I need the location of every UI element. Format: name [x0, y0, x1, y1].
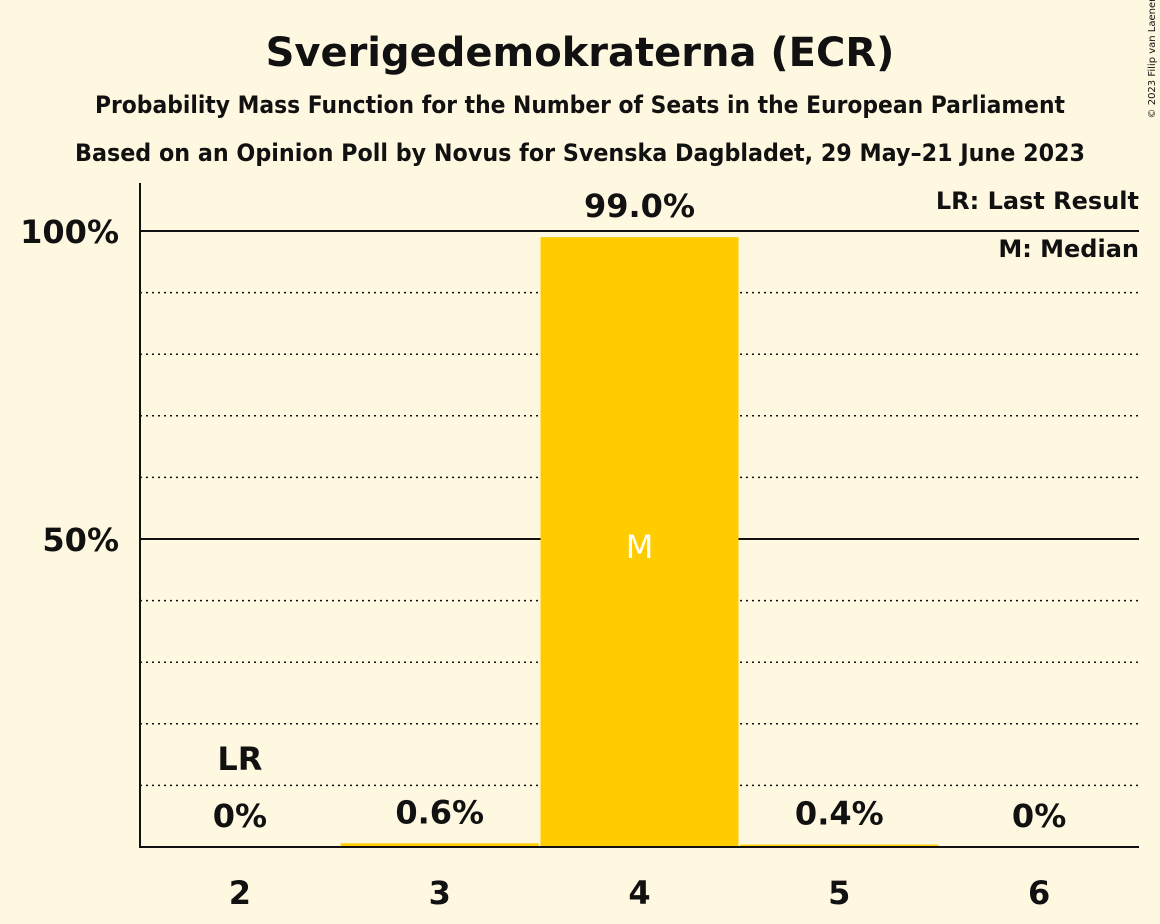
bar-seats-3 — [340, 843, 539, 847]
legend-median: M: Median — [998, 235, 1139, 263]
chart-title: Sverigedemokraterna (ECR) — [266, 30, 895, 76]
x-tick-label-3: 3 — [429, 874, 451, 912]
y-tick-label-50: 50% — [42, 521, 119, 559]
value-label-seats-3: 0.6% — [395, 793, 484, 831]
x-tick-label-2: 2 — [229, 874, 251, 912]
copyright-notice: © 2023 Filip van Laenen — [1147, 0, 1158, 118]
y-tick-label-100: 100% — [20, 213, 119, 251]
axis-layer: 50% 100% 2 3 4 5 6 — [20, 183, 1139, 912]
bar-seats-4 — [540, 237, 739, 847]
last-result-marker: LR — [217, 740, 262, 778]
chart-subtitle: Probability Mass Function for the Number… — [95, 91, 1065, 119]
value-label-seats-4: 99.0% — [584, 187, 695, 225]
x-tick-label-4: 4 — [628, 874, 650, 912]
legend-last-result: LR: Last Result — [936, 187, 1139, 215]
value-label-seats-5: 0.4% — [795, 795, 884, 833]
bar-layer — [340, 237, 939, 847]
x-tick-label-6: 6 — [1028, 874, 1050, 912]
label-layer: 0% LR 0.6% M 99.0% 0.4% 0% — [213, 187, 1067, 835]
bar-seats-5 — [740, 844, 939, 847]
x-tick-label-5: 5 — [828, 874, 850, 912]
value-label-seats-6: 0% — [1012, 797, 1066, 835]
value-label-seats-2: 0% — [213, 797, 267, 835]
chart-subtitle-source: Based on an Opinion Poll by Novus for Sv… — [75, 139, 1085, 167]
median-marker: M — [626, 528, 654, 566]
